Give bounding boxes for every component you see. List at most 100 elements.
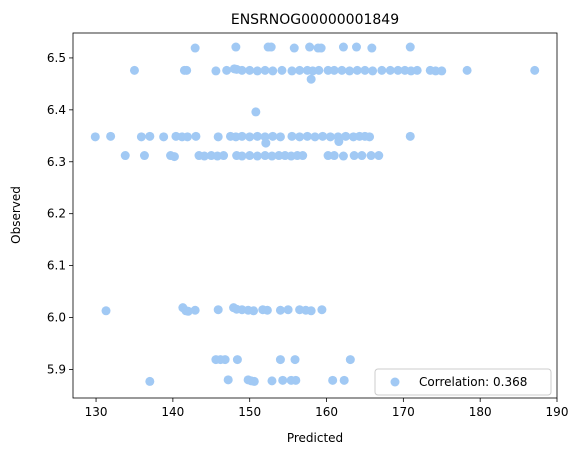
x-tick-label: 190 [546, 405, 569, 419]
data-point [145, 376, 155, 386]
data-point [183, 306, 193, 316]
data-point [306, 74, 316, 84]
data-point [329, 65, 339, 75]
data-point [352, 65, 362, 75]
data-point [159, 132, 169, 142]
data-point [530, 65, 540, 75]
data-point [295, 132, 305, 142]
y-axis: 5.9 6.0 6.1 6.2 6.3 6.4 6.5 [47, 51, 73, 376]
data-point [237, 151, 247, 161]
data-point [357, 151, 367, 161]
data-point [231, 42, 241, 52]
data-point [341, 131, 351, 141]
data-point [249, 376, 259, 386]
data-point [317, 305, 327, 315]
data-point [366, 151, 376, 161]
data-point [120, 151, 130, 161]
data-point [275, 132, 285, 142]
data-point [437, 66, 447, 76]
x-tick-label: 130 [85, 405, 108, 419]
data-point [219, 151, 229, 161]
data-point [345, 355, 355, 365]
data-point [129, 65, 139, 75]
data-point [368, 66, 378, 76]
data-point [222, 65, 232, 75]
data-point [328, 375, 338, 385]
data-point [329, 151, 339, 161]
data-point [291, 375, 301, 385]
data-point [90, 132, 100, 142]
data-point [249, 306, 259, 316]
data-point [351, 42, 361, 52]
y-tick-label: 6.0 [47, 311, 66, 325]
data-point [136, 132, 146, 142]
chart-title: ENSRNOG00000001849 [231, 12, 399, 28]
data-point [101, 306, 111, 316]
data-point [211, 66, 221, 76]
data-point [318, 131, 328, 141]
data-point [275, 355, 285, 365]
data-point [374, 151, 384, 161]
data-point [245, 132, 255, 142]
data-point [295, 65, 305, 75]
legend-label: Correlation: 0.368 [419, 375, 527, 389]
data-point [338, 151, 348, 161]
y-tick-label: 6.2 [47, 207, 66, 221]
data-point [266, 42, 276, 52]
data-point [337, 65, 347, 75]
data-point [252, 66, 262, 76]
data-point [339, 375, 349, 385]
data-point [305, 42, 315, 52]
data-point [245, 65, 255, 75]
data-point [323, 65, 333, 75]
data-point [267, 376, 277, 386]
x-tick-label: 150 [238, 405, 261, 419]
x-tick-label: 180 [469, 405, 492, 419]
x-tick-label: 160 [315, 405, 338, 419]
data-point [252, 131, 262, 141]
data-point [275, 305, 285, 315]
x-tick-label: 170 [392, 405, 415, 419]
data-point [267, 151, 277, 161]
data-point [405, 42, 415, 52]
data-point [345, 66, 355, 76]
data-point [190, 305, 200, 315]
data-point [325, 132, 335, 142]
data-point [190, 43, 200, 53]
data-point [360, 65, 370, 75]
data-point [182, 65, 192, 75]
data-point [314, 65, 324, 75]
x-axis: 130 140 150 160 170 180 190 [85, 398, 569, 419]
data-point [145, 131, 155, 141]
data-point [139, 151, 149, 161]
data-point [261, 138, 271, 148]
data-point [316, 43, 326, 53]
legend-marker [390, 377, 400, 387]
data-point [334, 137, 344, 147]
data-point [283, 305, 293, 315]
data-point [251, 107, 261, 117]
data-point [232, 355, 242, 365]
data-point [290, 355, 300, 365]
data-point [365, 132, 375, 142]
data-point [262, 305, 272, 315]
data-point [274, 151, 284, 161]
y-tick-label: 6.4 [47, 103, 66, 117]
data-point [106, 131, 116, 141]
data-point [213, 305, 223, 315]
data-point [268, 131, 278, 141]
data-point [199, 151, 209, 161]
data-point [252, 151, 262, 161]
data-point [462, 65, 472, 75]
y-tick-label: 5.9 [47, 362, 66, 376]
data-point [338, 42, 348, 52]
y-tick-label: 6.1 [47, 259, 66, 273]
y-tick-label: 6.3 [47, 155, 66, 169]
data-point [169, 152, 179, 162]
data-point [287, 66, 297, 76]
data-point [306, 306, 316, 316]
data-point [278, 375, 288, 385]
legend-box [374, 368, 552, 396]
points-layer [90, 42, 540, 386]
